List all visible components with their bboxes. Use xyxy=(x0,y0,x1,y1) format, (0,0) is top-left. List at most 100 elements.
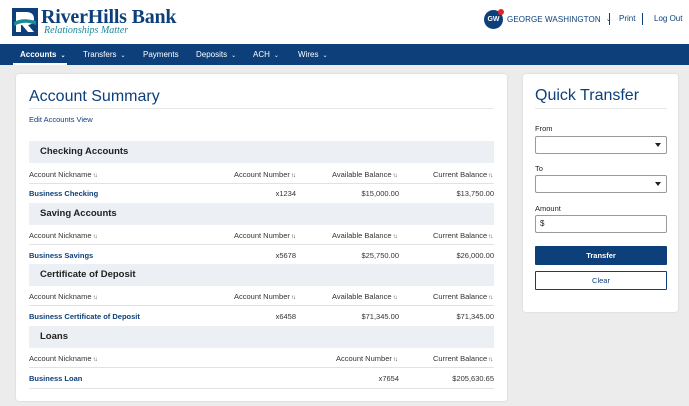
available-balance: $15,000.00 xyxy=(361,189,399,198)
divider xyxy=(29,305,494,306)
current-balance: $26,000.00 xyxy=(456,251,494,260)
sort-icon: ↑↓ xyxy=(488,234,493,240)
chevron-down-icon: ⌄ xyxy=(273,53,279,59)
nav-payments[interactable]: Payments xyxy=(143,44,179,65)
sort-icon: ↑↓ xyxy=(290,295,296,301)
col-header-current[interactable]: Current Balance↑↓ xyxy=(433,231,493,240)
header-divider xyxy=(609,13,610,25)
quick-transfer-panel: Quick Transfer From To Amount $ Transfer… xyxy=(523,74,678,312)
sort-icon: ↑↓ xyxy=(92,173,98,179)
amount-input[interactable]: $ xyxy=(535,215,667,233)
col-header-number[interactable]: Account Number↑↓ xyxy=(234,231,296,240)
logout-link[interactable]: Log Out xyxy=(654,14,683,23)
print-link[interactable]: Print xyxy=(619,14,636,23)
col-header-nickname[interactable]: Account Nickname↑↓ xyxy=(29,292,98,301)
amount-label: Amount xyxy=(535,204,561,213)
account-number: x5678 xyxy=(275,251,296,260)
to-label: To xyxy=(535,164,543,173)
section-header-checking: Checking Accounts xyxy=(29,141,494,163)
sort-icon: ↑↓ xyxy=(488,295,493,301)
clear-button[interactable]: Clear xyxy=(535,271,667,290)
chevron-down-icon: ⌄ xyxy=(60,53,66,59)
nav-item-label: Payments xyxy=(143,50,179,59)
from-select[interactable] xyxy=(535,136,667,154)
available-balance: $25,750.00 xyxy=(361,251,399,260)
account-number: x6458 xyxy=(275,312,296,321)
nav-ach[interactable]: ACH ⌄ xyxy=(253,44,279,65)
page-title: Account Summary xyxy=(29,88,160,105)
bank-tagline: Relationships Matter xyxy=(44,25,129,36)
notification-dot xyxy=(498,8,504,15)
col-header-number[interactable]: Account Number↑↓ xyxy=(336,354,398,363)
current-balance: $13,750.00 xyxy=(456,189,494,198)
divider xyxy=(29,388,494,389)
sort-icon: ↑↓ xyxy=(392,357,398,363)
nav-transfers[interactable]: Transfers ⌄ xyxy=(83,44,126,65)
account-nickname[interactable]: Business Checking xyxy=(29,189,99,198)
current-balance: $71,345.00 xyxy=(456,312,494,321)
sort-icon: ↑↓ xyxy=(290,173,296,179)
col-header-available[interactable]: Available Balance↑↓ xyxy=(332,292,398,301)
caret-down-icon xyxy=(655,182,661,186)
col-header-current[interactable]: Current Balance↑↓ xyxy=(433,354,493,363)
to-select[interactable] xyxy=(535,175,667,193)
avatar: GW xyxy=(484,8,504,29)
section-header-savings: Saving Accounts xyxy=(29,203,494,225)
nav-deposits[interactable]: Deposits ⌄ xyxy=(196,44,236,65)
divider xyxy=(29,183,494,184)
col-header-available[interactable]: Available Balance↑↓ xyxy=(332,231,398,240)
user-menu[interactable]: GW GEORGE WASHINGTON ⌄ xyxy=(484,8,612,29)
from-label: From xyxy=(535,124,553,133)
account-number: x7654 xyxy=(378,374,399,383)
col-header-nickname[interactable]: Account Nickname↑↓ xyxy=(29,231,98,240)
nav-item-label: Accounts xyxy=(20,50,57,59)
available-balance: $71,345.00 xyxy=(361,312,399,321)
col-header-current[interactable]: Current Balance↑↓ xyxy=(433,170,493,179)
account-nickname[interactable]: Business Certificate of Deposit xyxy=(29,312,140,321)
sort-icon: ↑↓ xyxy=(92,234,98,240)
col-header-nickname[interactable]: Account Nickname↑↓ xyxy=(29,354,98,363)
sort-icon: ↑↓ xyxy=(488,173,493,179)
account-nickname[interactable]: Business Savings xyxy=(29,251,94,260)
sort-icon: ↑↓ xyxy=(392,173,398,179)
col-header-number[interactable]: Account Number↑↓ xyxy=(234,170,296,179)
col-header-number[interactable]: Account Number↑↓ xyxy=(234,292,296,301)
divider xyxy=(29,244,494,245)
col-header-nickname[interactable]: Account Nickname↑↓ xyxy=(29,170,98,179)
header-divider xyxy=(642,13,643,25)
edit-accounts-view-link[interactable]: Edit Accounts View xyxy=(29,115,93,124)
account-number: x1234 xyxy=(275,189,296,198)
sort-icon: ↑↓ xyxy=(290,234,296,240)
col-header-available[interactable]: Available Balance↑↓ xyxy=(332,170,398,179)
quick-transfer-title: Quick Transfer xyxy=(535,87,640,104)
nav-accounts[interactable]: Accounts ⌄ xyxy=(13,44,67,65)
sort-icon: ↑↓ xyxy=(488,357,493,363)
sort-icon: ↑↓ xyxy=(92,295,98,301)
sort-icon: ↑↓ xyxy=(92,357,98,363)
nav-wires[interactable]: Wires ⌄ xyxy=(298,44,327,65)
account-nickname[interactable]: Business Loan xyxy=(29,374,83,383)
main-nav: Accounts ⌄ Transfers ⌄ Payments Deposits ⌄ … xyxy=(0,44,689,65)
chevron-down-icon: ⌄ xyxy=(606,15,612,23)
account-summary-panel: Account Summary Edit Accounts View Check… xyxy=(16,74,507,401)
nav-item-label: Wires xyxy=(298,50,319,59)
avatar-initials: GW xyxy=(487,15,500,23)
divider xyxy=(29,108,494,109)
chevron-down-icon: ⌄ xyxy=(231,53,237,59)
nav-item-label: Deposits xyxy=(196,50,228,59)
transfer-button[interactable]: Transfer xyxy=(535,246,667,265)
chevron-down-icon: ⌄ xyxy=(322,53,328,59)
logo-mark-icon xyxy=(12,8,38,36)
user-name: GEORGE WASHINGTON xyxy=(507,14,601,24)
app-header: RiverHills Bank Relationships Matter GW … xyxy=(0,0,689,44)
sort-icon: ↑↓ xyxy=(392,295,398,301)
nav-item-label: Transfers xyxy=(83,50,117,59)
caret-down-icon xyxy=(655,143,661,147)
current-balance: $205,630.65 xyxy=(452,374,494,383)
bank-logo[interactable]: RiverHills Bank Relationships Matter xyxy=(12,6,182,38)
col-header-current[interactable]: Current Balance↑↓ xyxy=(433,292,493,301)
section-header-loans: Loans xyxy=(29,326,494,348)
nav-item-label: ACH xyxy=(253,50,270,59)
divider xyxy=(535,108,667,109)
chevron-down-icon: ⌄ xyxy=(120,53,126,59)
